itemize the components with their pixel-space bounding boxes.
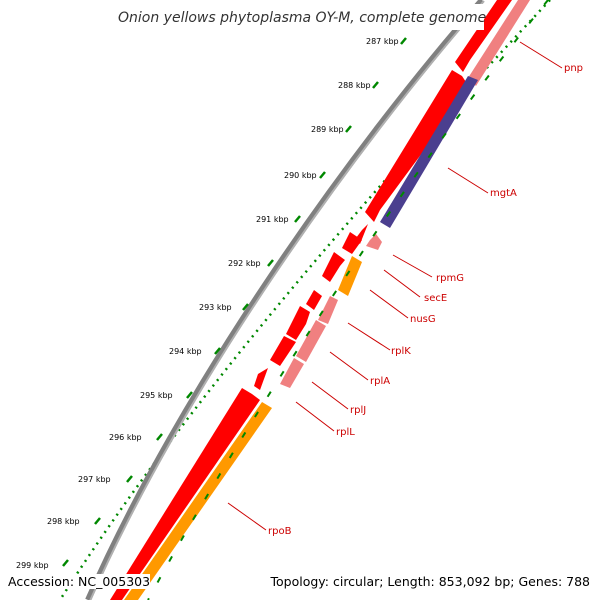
tick-marks: [62, 37, 407, 567]
gene-forward-rpIA[interactable]: [286, 306, 310, 340]
genome-backbone-inner: [89, 0, 485, 600]
leader-nusG: [369, 289, 409, 319]
kbp-labels: 287 kbp 288 kbp 289 kbp 290 kbp 291 kbp …: [16, 37, 399, 570]
gene-label-mgtA[interactable]: mgtA: [490, 188, 517, 199]
gene-label-rplL[interactable]: rplL: [336, 427, 355, 438]
tick-mark-297: [126, 475, 133, 483]
gene-forward-rplL[interactable]: [254, 368, 268, 390]
tick-mark-292: [267, 259, 274, 267]
gene-rpmG-pink[interactable]: [366, 234, 382, 250]
leader-mgtA: [447, 167, 489, 194]
kbp-label-287: 287 kbp: [366, 37, 399, 46]
gene-secE-pink[interactable]: [318, 296, 338, 324]
reverse-strand-genes: [124, 0, 530, 600]
leader-rplL: [295, 401, 335, 432]
kbp-label-293: 293 kbp: [199, 303, 232, 312]
kbp-label-289: 289 kbp: [311, 125, 344, 134]
gene-rpoB-orange[interactable]: [124, 402, 272, 600]
gene-forward-rpoB[interactable]: [110, 388, 260, 600]
gene-rplA-pink[interactable]: [296, 320, 326, 362]
gene-forward-small-2[interactable]: [342, 232, 362, 254]
gene-mgtA-blue[interactable]: [380, 76, 478, 228]
gene-pnp-forward[interactable]: [455, 0, 512, 72]
gene-label-rplA[interactable]: rplA: [370, 376, 390, 387]
leader-rplJ: [311, 381, 349, 410]
gene-label-rplK[interactable]: rplK: [391, 346, 411, 357]
gene-label-secE[interactable]: secE: [424, 293, 447, 304]
gene-label-nusG[interactable]: nusG: [410, 314, 436, 325]
tick-mark-287: [400, 37, 407, 45]
inner-dashed-ring: [147, 0, 549, 600]
leader-secE: [383, 269, 421, 298]
kbp-label-294: 294 kbp: [169, 347, 202, 356]
gene-forward-block-1[interactable]: [365, 70, 470, 222]
kbp-label-290: 290 kbp: [284, 171, 317, 180]
kbp-label-295: 295 kbp: [140, 391, 173, 400]
tick-mark-293: [242, 303, 249, 311]
topology-text: Topology: circular; Length: 853,092 bp; …: [270, 574, 590, 589]
genome-backbone: [85, 0, 485, 600]
kbp-label-296: 296 kbp: [109, 433, 142, 442]
kbp-label-299: 299 kbp: [16, 561, 49, 570]
leader-rpoB: [227, 502, 267, 531]
tick-mark-290: [319, 171, 326, 179]
forward-strand-genes: [110, 0, 512, 600]
title-background: [112, 4, 484, 30]
tick-mark-294: [214, 347, 221, 355]
kbp-label-288: 288 kbp: [338, 81, 371, 90]
gene-label-rplJ[interactable]: rplJ: [350, 405, 366, 416]
tick-mark-289: [345, 125, 352, 133]
accession-text: Accession: NC_005303: [8, 574, 151, 589]
gene-forward-rplJ[interactable]: [270, 336, 296, 366]
leader-pnp: [519, 41, 563, 69]
gene-forward-small-3[interactable]: [322, 252, 345, 282]
map-title: Onion yellows phytoplasma OY-M, complete…: [118, 10, 486, 26]
tick-mark-288: [372, 81, 379, 89]
gene-label-rpoB[interactable]: rpoB: [268, 526, 292, 537]
kbp-label-291: 291 kbp: [256, 215, 289, 224]
gene-rplJ-pink[interactable]: [280, 358, 304, 388]
leader-rplA: [329, 351, 369, 381]
gene-label-rpmG[interactable]: rpmG: [436, 273, 464, 284]
kbp-label-297: 297 kbp: [78, 475, 111, 484]
gene-label-leaders: [227, 41, 563, 531]
tick-mark-295: [186, 391, 193, 399]
tick-mark-298: [94, 517, 101, 525]
gene-label-pnp[interactable]: pnp: [564, 63, 583, 74]
gene-nusG-orange[interactable]: [338, 256, 362, 296]
gene-forward-rpIK[interactable]: [306, 290, 322, 310]
leader-rpmG: [392, 254, 433, 278]
leader-rplK: [347, 322, 391, 351]
kbp-label-292: 292 kbp: [228, 259, 261, 268]
tick-mark-291: [294, 215, 301, 223]
gene-pnp-pink[interactable]: [468, 0, 530, 86]
tick-mark-299: [62, 559, 69, 567]
tick-mark-296: [156, 433, 163, 441]
gene-labels: pnp mgtA rpmG secE nusG rplK rplA rplJ r…: [268, 63, 583, 537]
kbp-label-298: 298 kbp: [47, 517, 80, 526]
